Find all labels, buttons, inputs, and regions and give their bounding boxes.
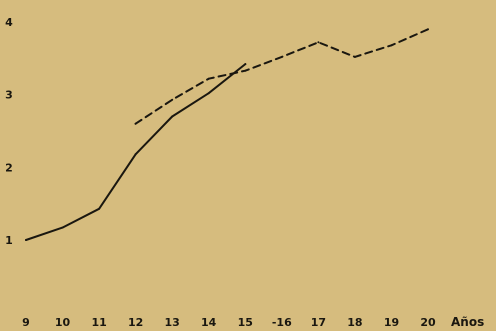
data-point [353, 55, 356, 58]
x-tick-label: 20 [420, 316, 436, 329]
x-tick-label: 9 [22, 316, 30, 329]
series-dashed [134, 28, 429, 125]
y-tick-labels: 1 2 3 4 [5, 16, 13, 247]
data-point [134, 122, 137, 125]
y-tick-label: 3 [5, 89, 13, 102]
data-point [61, 226, 64, 229]
x-tick-label: -16 [272, 316, 292, 329]
y-tick-label: 1 [5, 234, 13, 247]
x-tick-label: 13 [165, 316, 180, 329]
data-point [171, 115, 174, 118]
y-tick-label: 4 [5, 16, 13, 29]
x-tick-label: 19 [384, 316, 399, 329]
series-line-dashed [134, 28, 429, 125]
y-tick-label: 2 [5, 161, 13, 174]
series-line-solid [25, 63, 247, 241]
data-point [390, 44, 393, 47]
data-point [427, 28, 429, 31]
data-point [134, 153, 137, 156]
data-point [317, 41, 320, 44]
x-tick-label: 18 [347, 316, 362, 329]
data-point [244, 69, 247, 72]
x-axis-unit-label: Años [451, 315, 484, 329]
data-point [171, 98, 174, 101]
x-tick-label: 12 [128, 316, 143, 329]
x-tick-label: 14 [201, 316, 217, 329]
data-point [25, 239, 27, 241]
x-tick-label: 11 [91, 316, 106, 329]
data-point [244, 63, 247, 66]
x-tick-label: 17 [311, 316, 326, 329]
data-point [280, 55, 283, 58]
data-point [98, 207, 101, 210]
data-point [207, 92, 210, 95]
series-layer [25, 28, 429, 241]
series-solid [25, 63, 247, 241]
x-tick-label: 10 [55, 316, 71, 329]
x-tick-labels: 9 10 11 12 13 14 15 -16 17 18 19 20 [22, 316, 436, 329]
x-tick-label: 15 [238, 316, 253, 329]
data-point [207, 77, 210, 80]
